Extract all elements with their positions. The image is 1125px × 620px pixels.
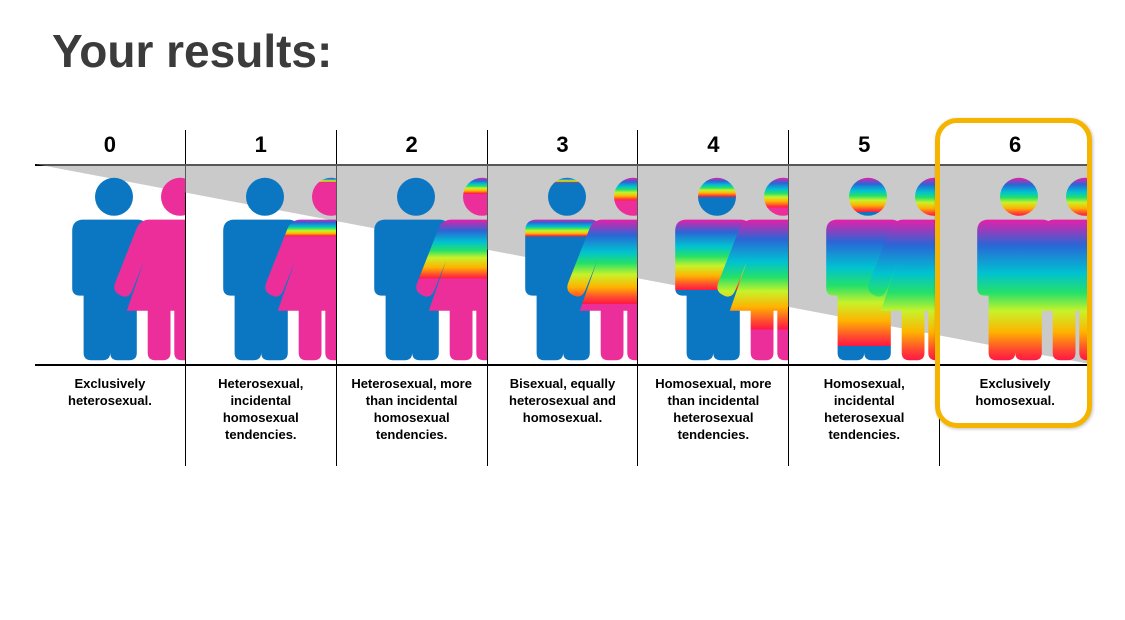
figure-row (789, 166, 939, 366)
scale-number-text: 6 (940, 130, 1090, 164)
person-female-icon (563, 174, 638, 364)
person-female-icon (261, 174, 336, 364)
scale-number-text: 3 (488, 130, 638, 164)
scale-label: Bisexual, equally heterosexual and homos… (488, 366, 638, 466)
figure-row (488, 166, 638, 366)
person-female-icon (412, 174, 487, 364)
scale-cell-1: 1 Heterosexual, incidental homosexual te… (185, 130, 336, 466)
scale-cell-2: 2 Heterosexual, more than incidental hom… (336, 130, 487, 466)
scale-label: Exclusively homosexual. (940, 366, 1090, 466)
scale-number-text: 2 (337, 130, 487, 164)
scale-number: 6 (940, 130, 1090, 166)
scale-label: Heterosexual, incidental homosexual tend… (186, 366, 336, 466)
scale-number: 2 (337, 130, 487, 166)
figure-row (940, 166, 1090, 366)
scale-label: Homosexual, more than incidental heteros… (638, 366, 788, 466)
scale-number: 4 (638, 130, 788, 166)
scale-number-text: 1 (186, 130, 336, 164)
scale-cell-5: 5 Homosexual, incidental heterosexual te… (788, 130, 939, 466)
person-female-icon (1015, 174, 1090, 364)
scale-cell-6: 6 Exclusively homosexual. (939, 130, 1090, 466)
figure-row (35, 166, 185, 366)
person-female-icon (864, 174, 939, 364)
scale-number: 0 (35, 130, 185, 166)
scale-number: 3 (488, 130, 638, 166)
scale-label: Heterosexual, more than incidental homos… (337, 366, 487, 466)
person-female-icon (713, 174, 788, 364)
scale-number: 1 (186, 130, 336, 166)
scale-cell-0: 0 Exclusively heterosexual. (35, 130, 185, 466)
scale-number: 5 (789, 130, 939, 166)
page-title: Your results: (52, 24, 1125, 78)
person-female-icon (110, 174, 185, 364)
scale-label: Homosexual, incidental heterosexual tend… (789, 366, 939, 466)
figure-row (186, 166, 336, 366)
scale-cell-3: 3 Bisexual, equally heterosexual and hom… (487, 130, 638, 466)
scale-number-text: 5 (789, 130, 939, 164)
scale-number-text: 4 (638, 130, 788, 164)
scale-number-text: 0 (35, 130, 185, 164)
figure-row (638, 166, 788, 366)
figure-row (337, 166, 487, 366)
scale-cell-4: 4 Homosexual, more than incidental heter… (637, 130, 788, 466)
scale-label: Exclusively heterosexual. (35, 366, 185, 466)
kinsey-scale: 0 Exclusively heterosexual. 1 (35, 130, 1090, 466)
